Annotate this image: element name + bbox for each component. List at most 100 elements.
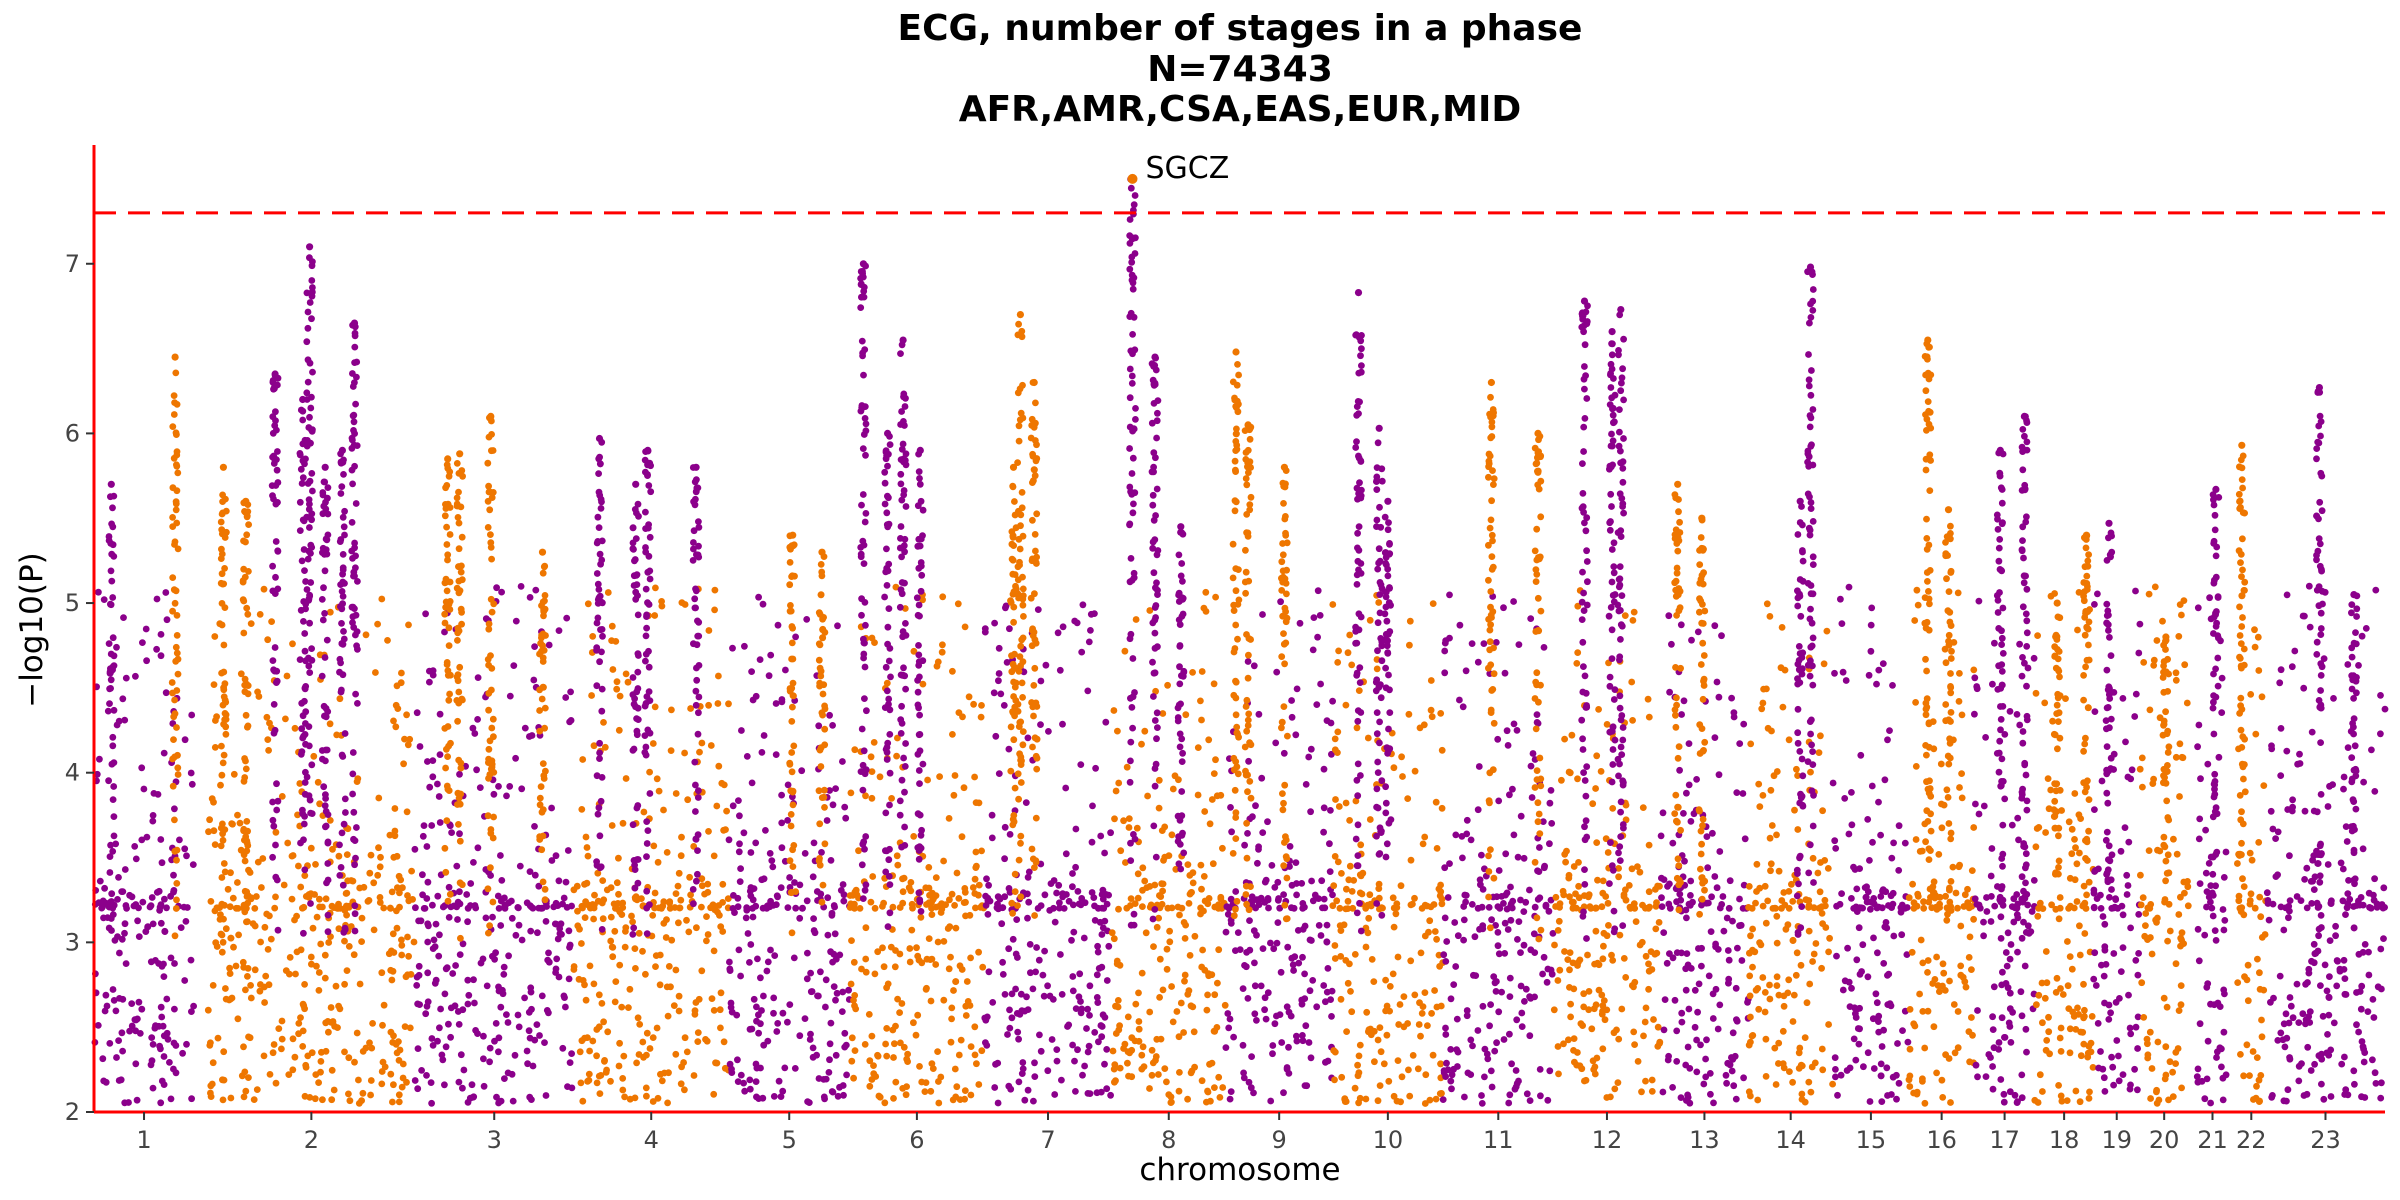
snp-point: [337, 688, 345, 696]
snp-point: [447, 903, 455, 911]
snp-point: [492, 949, 499, 957]
snp-point: [471, 999, 478, 1007]
snp-point: [969, 884, 977, 891]
snp-point: [390, 853, 398, 861]
snp-point: [1191, 932, 1199, 940]
snp-point: [1225, 905, 1233, 912]
snp-point: [1383, 1002, 1391, 1010]
snp-point: [1650, 1016, 1657, 1023]
snp-point: [436, 1024, 443, 1032]
snp-point: [535, 904, 543, 912]
snp-point: [456, 770, 463, 778]
snp-point: [821, 840, 829, 848]
snp-point: [266, 719, 273, 727]
snp-point: [1080, 934, 1088, 942]
snp-point: [474, 844, 482, 852]
snp-point: [180, 903, 188, 911]
snp-point: [1467, 1036, 1475, 1044]
snp-point: [860, 654, 867, 662]
snp-point: [352, 400, 359, 408]
snp-point: [301, 630, 309, 637]
snp-point: [1178, 560, 1186, 567]
snp-point: [1131, 689, 1138, 696]
snp-point: [1382, 853, 1390, 861]
snp-point: [649, 1034, 657, 1041]
snp-point: [784, 904, 792, 911]
snp-point: [1399, 773, 1406, 780]
snp-point: [1010, 818, 1018, 826]
snp-point: [1255, 710, 1263, 718]
snp-point: [1354, 760, 1362, 768]
snp-point: [323, 550, 331, 558]
snp-point: [690, 527, 698, 535]
snp-point: [1219, 844, 1226, 852]
snp-point: [338, 640, 346, 647]
snp-point: [1463, 1007, 1471, 1014]
snp-point: [1016, 545, 1024, 553]
snp-point: [211, 841, 219, 848]
snp-point: [663, 983, 671, 991]
snp-point: [594, 869, 602, 877]
snp-point: [741, 642, 748, 650]
snp-point: [595, 524, 603, 531]
snp-point: [109, 742, 117, 750]
snp-point: [574, 907, 581, 915]
snp-point: [274, 926, 282, 934]
snp-point: [1285, 1070, 1293, 1077]
snp-point: [505, 952, 512, 960]
snp-point: [258, 884, 265, 891]
snp-point: [819, 615, 826, 623]
snp-point: [154, 791, 162, 798]
snp-point: [717, 989, 725, 997]
snp-point: [1382, 684, 1390, 692]
snp-point: [1146, 607, 1154, 614]
snp-point: [868, 794, 876, 802]
snp-point: [1517, 949, 1524, 956]
snp-point: [464, 904, 472, 912]
snp-point: [299, 416, 307, 424]
snp-point: [1151, 644, 1159, 652]
snp-point: [604, 589, 612, 596]
snp-point: [1493, 1039, 1500, 1047]
snp-point: [1622, 974, 1630, 981]
snp-point: [729, 905, 737, 912]
snp-point: [108, 760, 116, 768]
snp-point: [1045, 728, 1052, 735]
snp-point: [642, 657, 649, 665]
snp-point: [412, 904, 419, 912]
snp-point: [160, 749, 168, 757]
snp-point: [1345, 876, 1353, 884]
snp-point: [579, 904, 586, 912]
snp-point: [1433, 935, 1440, 943]
snp-point: [1031, 912, 1038, 919]
snp-point: [454, 637, 461, 644]
snp-point: [349, 412, 357, 420]
snp-point: [1150, 381, 1158, 389]
snp-point: [625, 1004, 632, 1011]
snp-point: [967, 1043, 975, 1050]
snp-point: [305, 654, 312, 662]
snp-point: [915, 564, 923, 572]
snp-point: [708, 995, 716, 1002]
snp-point: [319, 489, 327, 496]
snp-point: [1390, 1092, 1398, 1100]
snp-point: [1364, 734, 1372, 742]
snp-point: [1352, 797, 1360, 805]
snp-point: [1246, 946, 1254, 954]
snp-point: [631, 945, 639, 952]
snp-point: [416, 743, 424, 750]
snp-point: [299, 904, 306, 912]
snp-point: [631, 506, 639, 513]
snp-point: [747, 941, 755, 948]
snp-point: [692, 488, 700, 496]
snp-point: [1007, 723, 1015, 731]
snp-point: [770, 1093, 778, 1100]
snp-point: [824, 894, 832, 902]
snp-point: [1329, 601, 1337, 608]
snp-point: [983, 1042, 991, 1049]
peak-point: [1016, 311, 1024, 319]
snp-point: [693, 877, 700, 885]
snp-point: [1396, 1001, 1404, 1008]
snp-point: [1411, 767, 1419, 775]
snp-point: [1151, 669, 1159, 677]
